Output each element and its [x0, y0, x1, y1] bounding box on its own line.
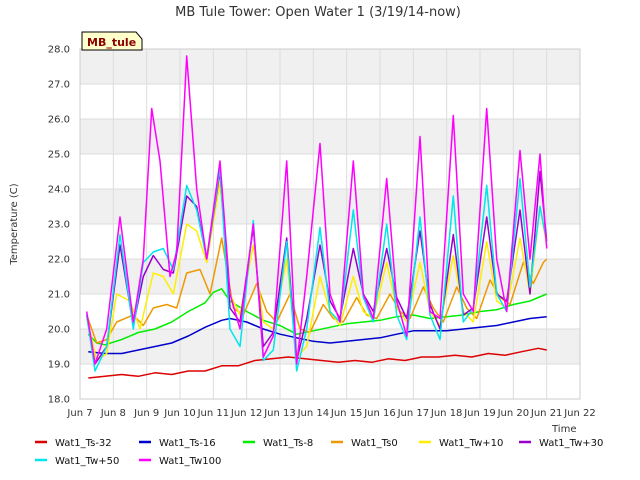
series-line-wat1-ts-32	[88, 347, 547, 379]
site-label: MB_tule	[87, 36, 136, 49]
x-tick-label: Jun 14	[297, 408, 330, 419]
x-tick-label: Jun 21	[530, 408, 563, 419]
data-series	[85, 55, 548, 379]
y-tick-label: 21.0	[48, 290, 70, 301]
background-band-0	[80, 329, 580, 364]
legend: Wat1_Ts-32 Wat1_Ts-16 Wat1_Ts-8 Wat1_Ts0 Wat…	[35, 438, 603, 467]
y-tick-label: 18.0	[48, 395, 70, 406]
legend-label-wat1-ts-8: Wat1_Ts-8	[263, 438, 313, 449]
chart-title: MB Tule Tower: Open Water 1 (3/19/14-now…	[175, 5, 461, 20]
y-axis-label: Temperature (C)	[9, 183, 20, 265]
x-tick-label: Jun 12	[230, 408, 263, 419]
y-axis-ticks: 18.0 19.0 20.0 21.0 22.0 23.0 24.0 25.0 26.0 27.0…	[48, 45, 70, 406]
x-tick-label: Jun 10	[163, 408, 196, 419]
x-tick-label: Jun 13	[263, 408, 296, 419]
series-line-wat1-tw100	[85, 55, 548, 365]
x-tick-label: Jun 20	[497, 408, 530, 419]
series-line-wat1-ts0	[85, 237, 548, 344]
x-tick-label: Jun 18	[430, 408, 463, 419]
x-tick-label: Jun 9	[133, 408, 159, 419]
x-tick-label: Jun 11	[197, 408, 230, 419]
x-axis-label: Time	[551, 424, 576, 435]
legend-label-wat1-tw-10: Wat1_Tw+10	[439, 438, 503, 449]
legend-label-wat1-ts-32: Wat1_Ts-32	[55, 438, 112, 449]
background-bands	[80, 49, 580, 364]
background-band-4	[80, 49, 580, 84]
y-tick-label: 22.0	[48, 255, 70, 266]
y-tick-label: 23.0	[48, 220, 70, 231]
legend-label-wat1-tw100: Wat1_Tw100	[159, 456, 221, 467]
x-tick-label: Jun 7	[66, 408, 92, 419]
x-axis-ticks: Jun 7 Jun 8 Jun 9 Jun 10 Jun 11 Jun 12 Jun 13 J…	[66, 408, 595, 419]
background-band-2	[80, 189, 580, 224]
x-tick-label: Jun 17	[397, 408, 430, 419]
background-band-3	[80, 119, 580, 154]
series-line-wat1-ts-16	[88, 315, 547, 355]
y-tick-label: 19.0	[48, 360, 70, 371]
x-tick-label: Jun 8	[100, 408, 126, 419]
y-tick-label: 25.0	[48, 150, 70, 161]
x-tick-label: Jun 19	[463, 408, 496, 419]
x-tick-label: Jun 16	[363, 408, 396, 419]
y-tick-label: 28.0	[48, 45, 70, 56]
site-label-background	[81, 31, 143, 51]
x-tick-label: Jun 15	[330, 408, 363, 419]
legend-label-wat1-ts0: Wat1_Ts0	[351, 438, 398, 449]
x-tick-label: Jun 22	[563, 408, 596, 419]
legend-label-wat1-tw-50: Wat1_Tw+50	[55, 456, 119, 467]
site-label-box: MB_tule	[81, 31, 143, 51]
legend-label-wat1-tw-30: Wat1_Tw+30	[539, 438, 603, 449]
plot-area	[79, 48, 581, 400]
y-tick-label: 24.0	[48, 185, 70, 196]
series-line-wat1-tw-10	[85, 181, 548, 362]
y-tick-label: 27.0	[48, 80, 70, 91]
y-tick-label: 26.0	[48, 115, 70, 126]
legend-label-wat1-ts-16: Wat1_Ts-16	[159, 438, 216, 449]
y-tick-label: 20.0	[48, 325, 70, 336]
